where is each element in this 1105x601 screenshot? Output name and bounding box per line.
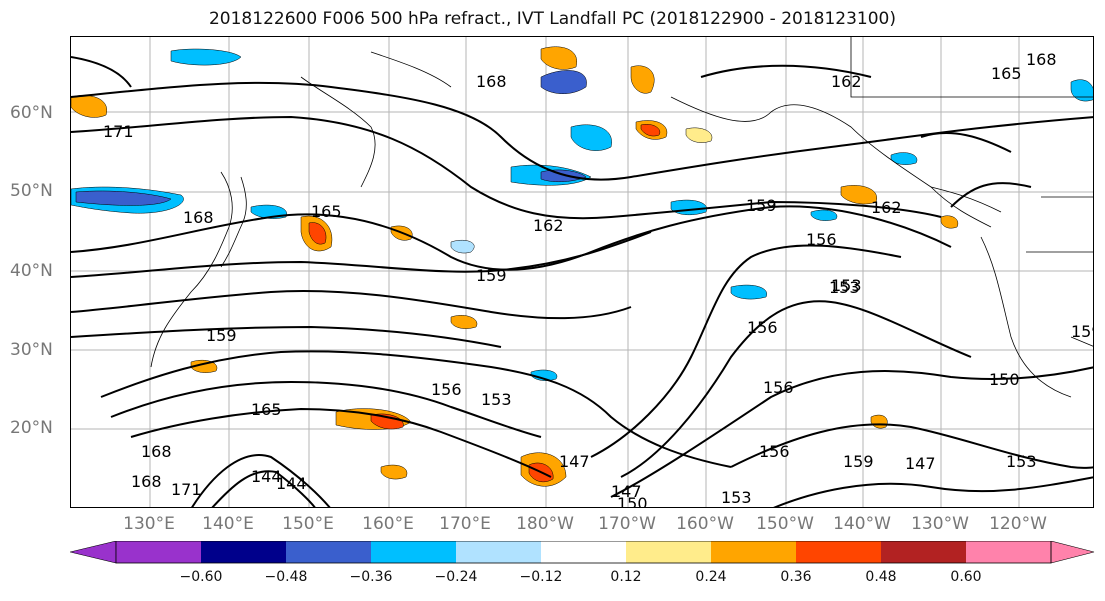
lat-label-60n: 60°N — [10, 103, 53, 123]
colorbar-bin — [626, 541, 711, 563]
colorbar-bin — [966, 541, 1051, 563]
colorbar-tick: 0.36 — [780, 569, 812, 585]
contour-label: 150 — [617, 494, 648, 508]
contour-label: 159 — [476, 266, 507, 285]
contour-label: 165 — [991, 64, 1022, 83]
lat-label-20n: 20°N — [10, 418, 53, 438]
colorbar-tick: 0.24 — [695, 569, 727, 585]
colorbar-extend-high — [1050, 540, 1095, 564]
contour-label: 153 — [721, 488, 752, 507]
contour-label: 156 — [806, 230, 837, 249]
contour-label: 147 — [905, 454, 936, 473]
colorbar-bin — [201, 541, 286, 563]
contour-label: 165 — [311, 202, 342, 221]
colorbar-tick: −0.48 — [264, 569, 308, 585]
lon-label-170w: 170°W — [598, 514, 656, 534]
map-title: 2018122600 F006 500 hPa refract., IVT La… — [208, 9, 896, 29]
contour-label: 147 — [559, 452, 590, 471]
lon-label-150e: 150°E — [282, 514, 334, 534]
lon-label-160e: 160°E — [362, 514, 414, 534]
colorbar-tick: −0.24 — [434, 569, 478, 585]
lon-label-140w: 140°W — [833, 514, 891, 534]
contour-label: 156 — [747, 318, 778, 337]
colorbar-tick: −0.12 — [519, 569, 563, 585]
colorbar-tick: −0.60 — [179, 569, 223, 585]
lon-label-130w: 130°W — [911, 514, 969, 534]
contour-label: 168 — [131, 472, 162, 491]
contour-label: 171 — [171, 480, 202, 499]
refractivity-shading — [71, 46, 1093, 487]
contour-label: 159 — [843, 452, 874, 471]
colorbar-tick: 0.60 — [950, 569, 982, 585]
colorbar-bin — [286, 541, 371, 563]
contour-label: 168 — [183, 208, 214, 227]
colorbar-svg — [69, 540, 1095, 564]
contour-label: 159 — [206, 326, 237, 345]
lon-label-180w: 180°W — [516, 514, 574, 534]
lat-label-50n: 50°N — [10, 181, 53, 201]
colorbar-bin — [541, 541, 626, 563]
colorbar-bin — [711, 541, 796, 563]
colorbar-tick: 0.48 — [865, 569, 897, 585]
contour-label: 171 — [103, 122, 134, 141]
lat-label-30n: 30°N — [10, 340, 53, 360]
colorbar-extend-low — [69, 540, 117, 564]
contour-label: 153 — [481, 390, 512, 409]
contour-label: 144 — [276, 474, 307, 493]
contour-label: 165 — [251, 400, 282, 419]
contour-label: 168 — [476, 72, 507, 91]
lon-label-160w: 160°W — [676, 514, 734, 534]
contour-label: 153 — [1006, 452, 1037, 471]
lon-label-140e: 140°E — [202, 514, 254, 534]
contour-label: 156 — [759, 442, 790, 461]
colorbar-bin — [881, 541, 966, 563]
height-contours — [71, 56, 1093, 507]
contour-labels: 168 165 162 171 168 165 162 159 159 156 … — [103, 50, 1094, 508]
contour-label: 162 — [871, 198, 902, 217]
contour-label: 144 — [251, 467, 282, 486]
contour-label: 147 — [611, 482, 642, 501]
colorbar-bin — [371, 541, 456, 563]
contour-label: 156 — [763, 378, 794, 397]
contour-label: 159 — [1071, 322, 1094, 341]
colorbar-tick: 0.12 — [610, 569, 642, 585]
contour-label: 168 — [141, 442, 172, 461]
contour-label: 162 — [533, 216, 564, 235]
map-canvas: 168 165 162 171 168 165 162 159 159 156 … — [71, 37, 1094, 508]
colorbar-bin — [796, 541, 881, 563]
colorbar — [69, 540, 1096, 569]
map-panel: 168 165 162 171 168 165 162 159 159 156 … — [70, 36, 1094, 508]
colorbar-tick: −0.36 — [349, 569, 393, 585]
lat-label-40n: 40°N — [10, 261, 53, 281]
lon-label-170e: 170°E — [439, 514, 491, 534]
contour-label: 153 — [829, 278, 860, 297]
contour-label: 162 — [831, 72, 862, 91]
colorbar-bin — [456, 541, 541, 563]
contour-label: 150 — [989, 370, 1020, 389]
lon-label-120w: 120°W — [989, 514, 1047, 534]
graticule — [71, 37, 1093, 507]
contour-label: 153 — [831, 276, 862, 295]
lon-label-150w: 150°W — [756, 514, 814, 534]
contour-label: 156 — [431, 380, 462, 399]
contour-label: 168 — [1026, 50, 1057, 69]
lon-label-130e: 130°E — [123, 514, 175, 534]
colorbar-bin — [116, 541, 201, 563]
contour-label: 159 — [746, 196, 777, 215]
